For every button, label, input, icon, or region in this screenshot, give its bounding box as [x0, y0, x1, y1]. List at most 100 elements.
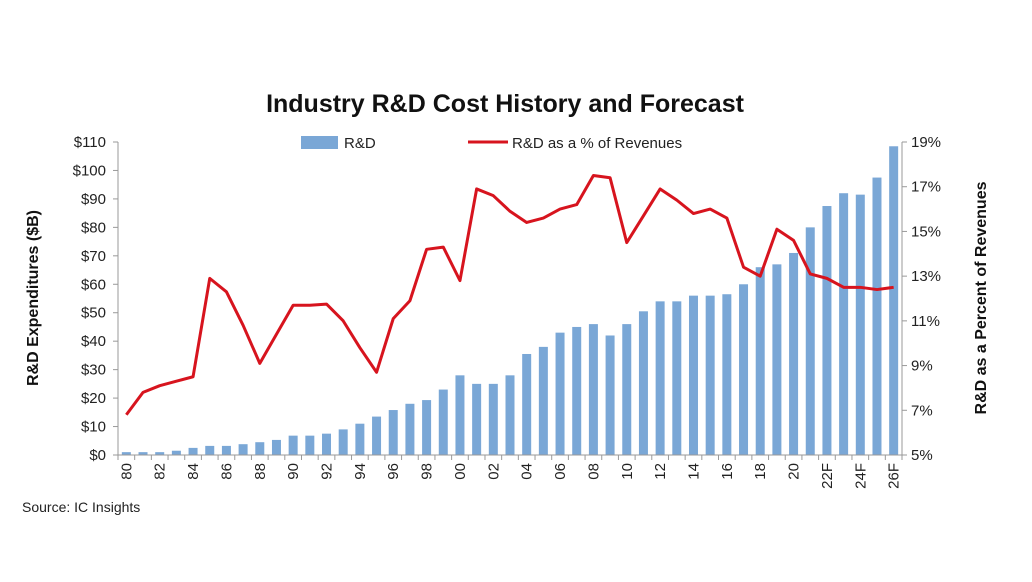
x-tick-label: 80	[118, 463, 135, 480]
bar-88	[255, 442, 265, 455]
x-tick-label: 24F	[852, 463, 869, 489]
y2-axis-label: R&D as a Percent of Revenues	[973, 181, 990, 414]
bar-91	[305, 435, 315, 455]
y-tick-label: $90	[81, 191, 106, 208]
bar-23F	[839, 193, 849, 455]
bar-21	[805, 227, 815, 455]
bar-93	[338, 429, 348, 455]
bar-10	[622, 324, 632, 455]
bar-85	[205, 445, 215, 455]
y2-tick-label: 19%	[911, 134, 941, 151]
bar-80	[121, 452, 131, 455]
bar-20	[789, 252, 799, 455]
bar-26F	[889, 146, 899, 455]
x-tick-label: 20	[786, 463, 803, 480]
bar-13	[672, 301, 682, 455]
x-tick-label: 96	[385, 463, 402, 480]
bar-05	[538, 346, 548, 455]
bar-03	[505, 375, 515, 455]
x-tick-label: 02	[485, 463, 502, 480]
y-tick-label: $100	[73, 162, 106, 179]
bar-90	[288, 435, 298, 455]
y2-tick-label: 7%	[911, 402, 933, 419]
bar-01	[472, 383, 482, 455]
bar-14	[688, 295, 698, 455]
chart-title: Industry R&D Cost History and Forecast	[266, 90, 745, 118]
x-tick-label: 88	[252, 463, 269, 480]
y-tick-label: $110	[74, 134, 106, 151]
y-tick-label: $20	[81, 390, 106, 407]
bar-00	[455, 375, 465, 455]
x-tick-label: 90	[285, 463, 302, 480]
x-tick-label: 12	[652, 463, 669, 480]
bar-86	[221, 445, 231, 455]
bar-11	[638, 311, 648, 455]
bar-24F	[855, 194, 865, 455]
y-tick-label: $10	[81, 419, 106, 436]
legend: R&D R&D as a % of Revenues	[301, 135, 682, 152]
bar-87	[238, 444, 248, 455]
bar-07	[572, 326, 582, 455]
x-tick-label: 18	[752, 463, 769, 480]
bar-12	[655, 301, 665, 455]
x-tick-label: 84	[185, 463, 202, 480]
bar-15	[705, 295, 715, 455]
source-note: Source: IC Insights	[22, 499, 140, 515]
y-axis-label: R&D Expenditures ($B)	[25, 210, 42, 386]
bar-82	[155, 452, 165, 455]
bar-02	[488, 383, 498, 455]
y2-tick-label: 17%	[911, 179, 941, 196]
x-tick-label: 26F	[886, 463, 903, 489]
x-tick-label: 06	[552, 463, 569, 480]
legend-label-line: R&D as a % of Revenues	[512, 135, 682, 152]
x-tick-label: 22F	[819, 463, 836, 489]
y-tick-label: $40	[81, 333, 106, 350]
bar-22F	[822, 206, 832, 455]
bar-25F	[872, 177, 882, 455]
x-tick-label: 08	[585, 463, 602, 480]
y2-tick-label: 5%	[911, 447, 933, 464]
y2-tick-label: 15%	[911, 223, 941, 240]
bar-81	[138, 452, 148, 455]
bar-99	[438, 389, 448, 455]
bar-94	[355, 423, 365, 455]
bar-84	[188, 447, 198, 455]
legend-label-bars: R&D	[344, 135, 376, 152]
x-tick-label: 16	[719, 463, 736, 480]
bar-98	[422, 400, 432, 455]
x-tick-label: 04	[519, 463, 536, 480]
bar-16	[722, 294, 732, 455]
y2-tick-label: 13%	[911, 268, 941, 285]
bar-92	[322, 433, 332, 455]
y-tick-label: $30	[81, 362, 106, 379]
bar-06	[555, 332, 565, 455]
bar-08	[588, 324, 598, 455]
x-tick-label: 98	[419, 463, 436, 480]
bar-19	[772, 264, 782, 455]
legend-swatch-bars	[301, 136, 338, 149]
x-tick-label: 86	[218, 463, 235, 480]
x-tick-label: 94	[352, 463, 369, 480]
bar-95	[372, 416, 382, 455]
bar-96	[388, 410, 398, 455]
x-tick-label: 10	[619, 463, 636, 480]
y2-tick-label: 11%	[911, 313, 940, 330]
x-tick-label: 00	[452, 463, 469, 480]
bar-18	[755, 267, 765, 455]
y2-tick-label: 9%	[911, 358, 933, 375]
y-tick-label: $80	[81, 219, 106, 236]
y-tick-label: $0	[89, 447, 106, 464]
y-tick-label: $70	[81, 248, 106, 265]
bar-17	[739, 284, 749, 455]
y-tick-label: $50	[81, 305, 106, 322]
x-tick-label: 14	[685, 463, 702, 480]
bar-97	[405, 403, 415, 455]
y-tick-label: $60	[81, 276, 106, 293]
bar-83	[171, 450, 181, 455]
bar-89	[271, 439, 281, 455]
x-tick-label: 92	[319, 463, 336, 480]
x-tick-label: 82	[152, 463, 169, 480]
bar-04	[522, 353, 532, 455]
